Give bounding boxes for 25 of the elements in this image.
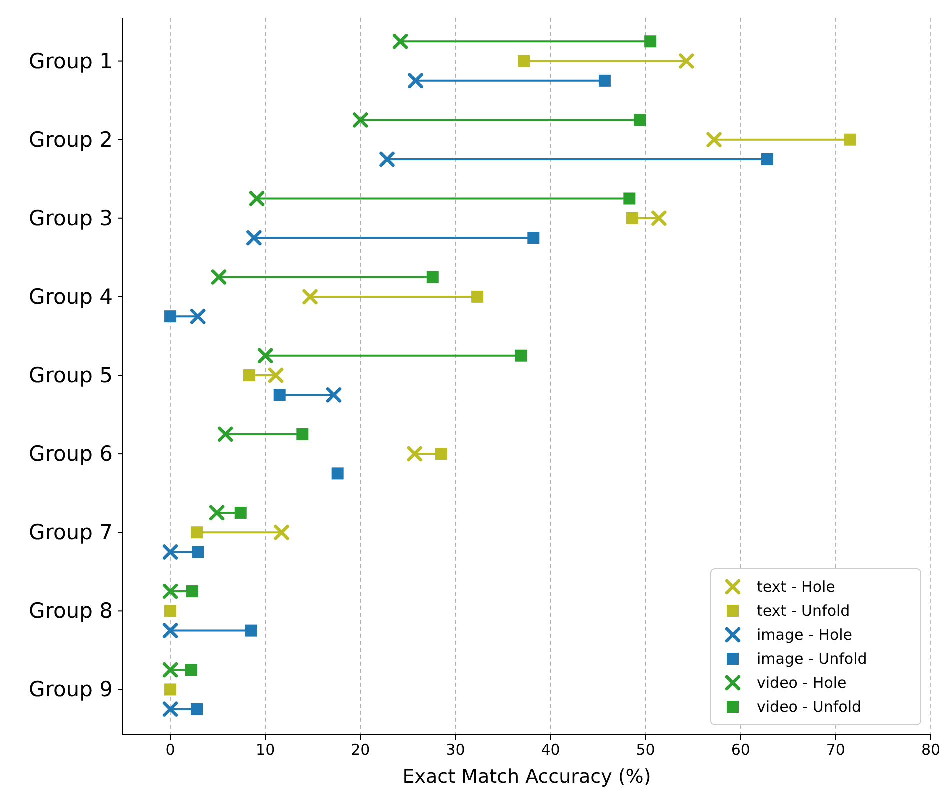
y-tick-label: Group 4 [29,284,113,309]
legend-label: video - Hole [757,674,847,692]
x-tick-label: 50 [636,741,656,759]
y-tick-label: Group 9 [29,678,113,702]
x-axis-title: Exact Match Accuracy (%) [402,766,652,788]
x-tick-label: 20 [351,741,370,759]
y-tick-label: Group 3 [29,206,113,230]
x-tick-label: 60 [731,741,750,759]
x-tick-label: 0 [166,741,176,759]
x-tick-label: 80 [921,741,941,759]
legend-label: text - Hole [757,578,836,596]
x-tick-label: 10 [256,741,276,759]
legend-label: image - Unfold [757,650,868,668]
y-tick-label: Group 6 [29,442,113,466]
y-tick-label: Group 2 [29,128,113,152]
y-tick-label: Group 5 [29,364,113,388]
x-tick-label: 30 [446,741,466,759]
legend-label: text - Unfold [757,602,850,620]
legend-label: video - Unfold [757,698,862,716]
y-tick-label: Group 7 [29,520,113,545]
y-tick-label: Group 8 [29,599,113,624]
x-tick-label: 40 [541,741,560,759]
x-tick-label: 70 [826,741,846,759]
legend-label: image - Hole [757,626,853,644]
y-tick-label: Group 1 [29,49,113,74]
